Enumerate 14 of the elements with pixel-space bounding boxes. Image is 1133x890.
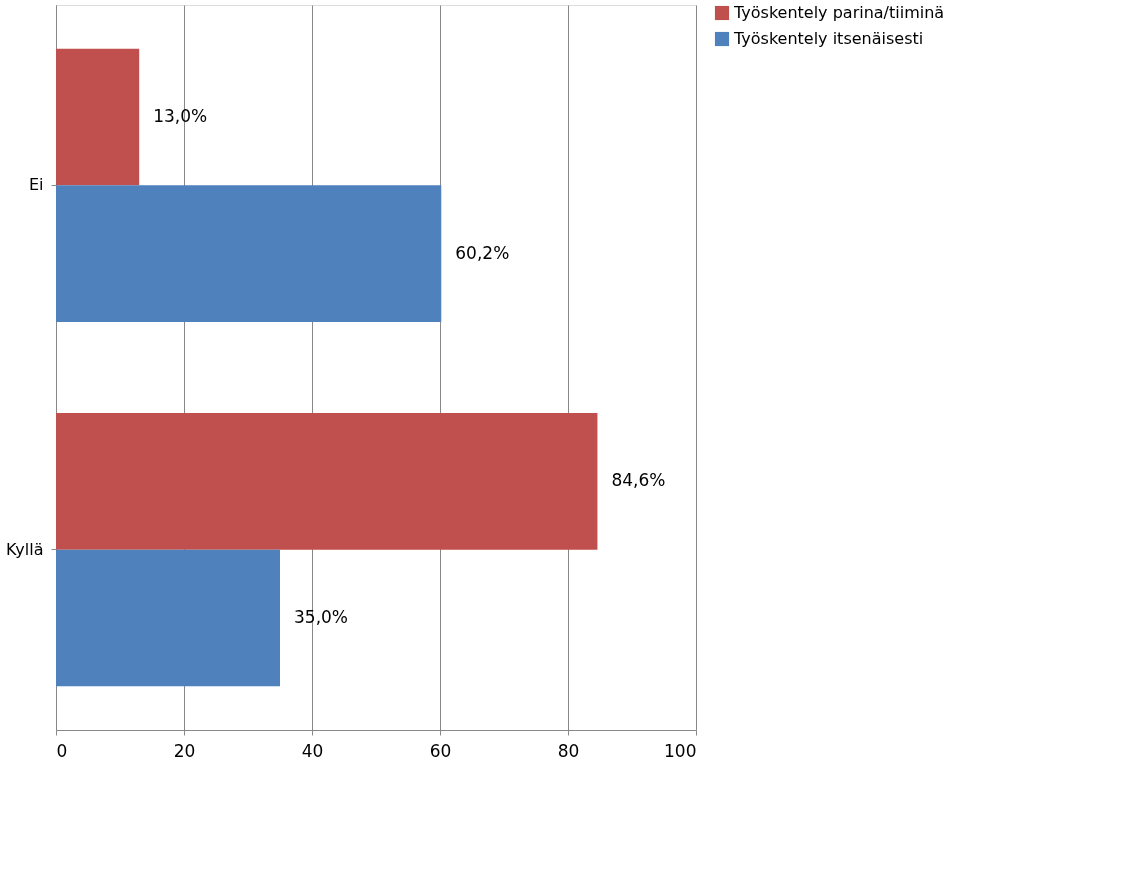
y-tick-label: Kyllä bbox=[6, 539, 44, 559]
data-label: 35,0% bbox=[294, 606, 349, 627]
x-tick-label: 20 bbox=[173, 740, 196, 761]
y-tick-label: Ei bbox=[28, 175, 44, 195]
x-tick-label: 0 bbox=[56, 740, 68, 761]
x-tick-label: 100 bbox=[664, 740, 697, 761]
x-tick-label: 80 bbox=[557, 740, 580, 761]
data-label: 60,2% bbox=[455, 242, 510, 263]
data-label: 13,0% bbox=[153, 106, 208, 127]
x-tick-label: 60 bbox=[429, 740, 452, 761]
x-tick-label: 40 bbox=[301, 740, 324, 761]
legend-label: Työskentely parina/tiiminä bbox=[733, 3, 945, 22]
legend-label: Työskentely itsenäisesti bbox=[733, 29, 924, 48]
data-label: 84,6% bbox=[611, 470, 666, 491]
